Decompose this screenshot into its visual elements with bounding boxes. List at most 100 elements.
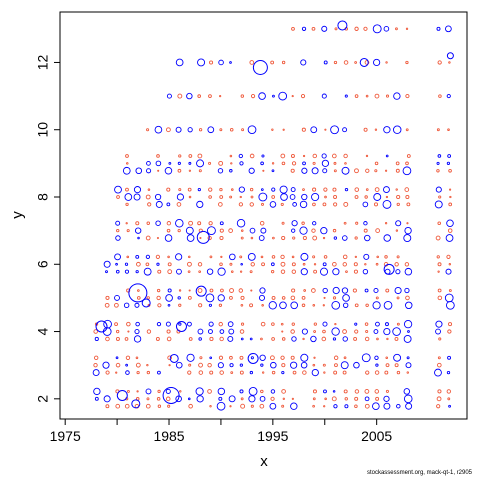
- bubble-point: [342, 127, 348, 133]
- bubble-point: [105, 404, 110, 409]
- bubble-point: [435, 235, 441, 241]
- bubble-point: [217, 294, 225, 302]
- bubble-point: [126, 229, 130, 233]
- bubble-point: [344, 404, 349, 409]
- bubble-point: [282, 128, 285, 131]
- bubble-point: [332, 228, 337, 233]
- bubble-point: [292, 236, 296, 240]
- bubble-point: [229, 154, 233, 158]
- bubble-point: [354, 404, 358, 408]
- bubble-point: [240, 337, 244, 341]
- bubble-point: [137, 236, 140, 240]
- bubble-point: [312, 304, 316, 307]
- bubble-point: [228, 395, 236, 403]
- bubble-point: [385, 94, 390, 98]
- bubble-point: [319, 267, 329, 276]
- bubble-point: [362, 268, 369, 275]
- bubble-point: [321, 25, 328, 32]
- bubble-point: [323, 255, 328, 259]
- bubble-point: [372, 301, 381, 310]
- bubble-point: [300, 59, 307, 66]
- bubble-point: [250, 404, 254, 408]
- bubble-point-large: [131, 399, 141, 409]
- bubble-point: [383, 186, 390, 194]
- bubble-point: [385, 356, 388, 360]
- bubble-point: [300, 94, 306, 99]
- bubble-point: [220, 288, 224, 293]
- bubble-point: [271, 128, 274, 131]
- bubble-point: [231, 188, 234, 191]
- bubble-point: [292, 370, 297, 375]
- bubble-point: [260, 188, 264, 191]
- bubble-point: [157, 370, 161, 375]
- bubble-point: [249, 187, 254, 192]
- bubble-point: [362, 201, 369, 208]
- bubble-point: [228, 228, 233, 233]
- bubble-point: [135, 221, 140, 226]
- bubble-point: [365, 188, 369, 191]
- bubble-point: [354, 187, 360, 192]
- bubble-point: [238, 288, 244, 293]
- bubble-point: [187, 397, 191, 401]
- bubble-point: [344, 94, 348, 98]
- bubble-point: [188, 403, 193, 409]
- bubble-point: [188, 337, 193, 341]
- bubble-point: [218, 396, 223, 401]
- bubble-point: [375, 363, 379, 367]
- bubble-point: [333, 355, 339, 361]
- bubble-point: [373, 287, 379, 294]
- bubble-point: [383, 26, 390, 32]
- bubble-point: [324, 397, 327, 401]
- bubble-point: [136, 390, 139, 393]
- bubble-point: [373, 58, 381, 67]
- bubble-point: [268, 301, 277, 310]
- bubble-point: [302, 262, 306, 266]
- bubble-point: [332, 268, 340, 276]
- bubble-point: [436, 396, 442, 402]
- bubble-point: [145, 388, 152, 395]
- bubble-point: [175, 219, 184, 228]
- bubble-point: [136, 370, 140, 375]
- bubble-point: [311, 192, 320, 202]
- bubble-point: [330, 125, 339, 135]
- bubble-point: [403, 388, 411, 395]
- bubble-point: [239, 255, 243, 259]
- x-axis: 1975 1985 1995 2005: [50, 419, 392, 444]
- bubble-point: [323, 371, 326, 374]
- bubble-point: [103, 395, 111, 403]
- bubble-point: [207, 226, 216, 236]
- bubble-point: [447, 154, 452, 158]
- bubble-point: [127, 330, 130, 333]
- bubble-point: [445, 268, 452, 275]
- bubble-point: [240, 229, 244, 232]
- bubble-point: [166, 202, 171, 207]
- bubble-point: [384, 255, 388, 259]
- bubble-point: [156, 322, 162, 327]
- bubble-point: [271, 162, 275, 165]
- bubble-point: [321, 153, 327, 159]
- bubble-point: [165, 321, 171, 327]
- bubble-point: [126, 321, 131, 327]
- bubble-point: [258, 294, 266, 301]
- bubble-point: [229, 405, 232, 408]
- bubble-point: [311, 26, 316, 31]
- bubble-point: [208, 303, 212, 307]
- bubble-point-large: [128, 283, 148, 303]
- bubble-point: [250, 356, 254, 360]
- bubble-point: [177, 168, 182, 173]
- bubble-point: [93, 363, 98, 368]
- bubble-point: [384, 222, 388, 225]
- bubble-point: [396, 255, 400, 259]
- bubble-point: [219, 370, 224, 375]
- bubble-point: [281, 161, 286, 166]
- bubble-point: [207, 389, 212, 394]
- bubble-point: [104, 302, 110, 308]
- bubble-point: [434, 368, 442, 377]
- bubble-point: [372, 24, 382, 34]
- bubble-point: [187, 261, 192, 267]
- bubble-point: [312, 153, 317, 159]
- bubble-point: [320, 227, 328, 235]
- bubble-point: [178, 289, 182, 292]
- bubble-point: [217, 267, 226, 276]
- bubble-point: [436, 128, 440, 132]
